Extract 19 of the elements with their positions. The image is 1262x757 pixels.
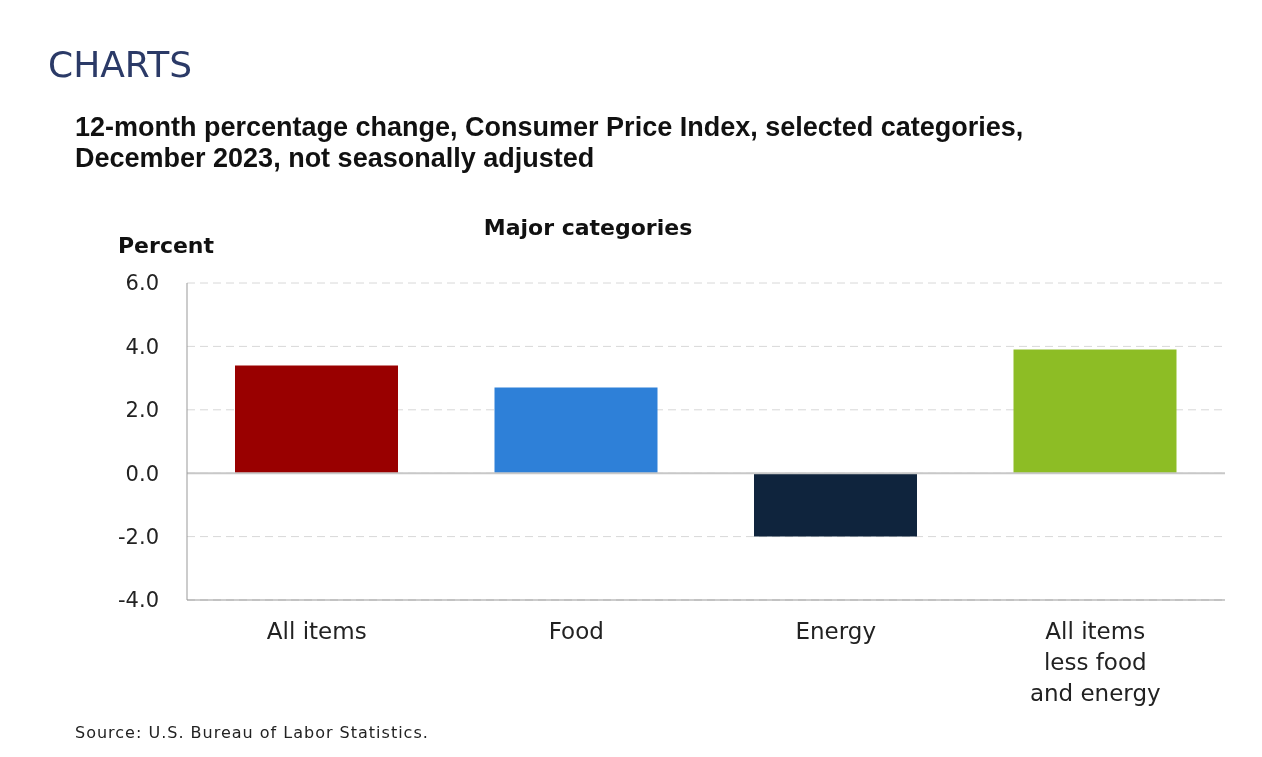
x-tick-label: Energy <box>795 617 877 644</box>
x-tick-label: Food <box>548 617 604 644</box>
text: CHARTS <box>48 44 193 85</box>
y-tick-label: 6.0 <box>125 271 159 296</box>
y-tick-label: 4.0 <box>125 334 159 359</box>
chart-title: 12-month percentage change, Consumer Price Index, selected categories, December 2023, not seasonally adjusted <box>75 112 1025 174</box>
y-tick-label: 0.0 <box>125 461 159 486</box>
bar <box>754 473 917 537</box>
bar <box>1013 349 1177 474</box>
source-note: Source: U.S. Bureau of Labor Statistics. <box>75 723 429 742</box>
x-tick-label: All items less food and energy <box>1029 617 1161 706</box>
y-axis-title: Percent <box>118 233 215 258</box>
y-tick-label: -4.0 <box>118 588 159 613</box>
bar <box>494 387 658 474</box>
x-tick-label: All items <box>266 617 367 644</box>
chart-subtitle: Major categories <box>482 215 694 240</box>
y-tick-label: 2.0 <box>125 398 159 423</box>
y-tick-label: -2.0 <box>118 525 159 550</box>
bar <box>235 365 398 474</box>
